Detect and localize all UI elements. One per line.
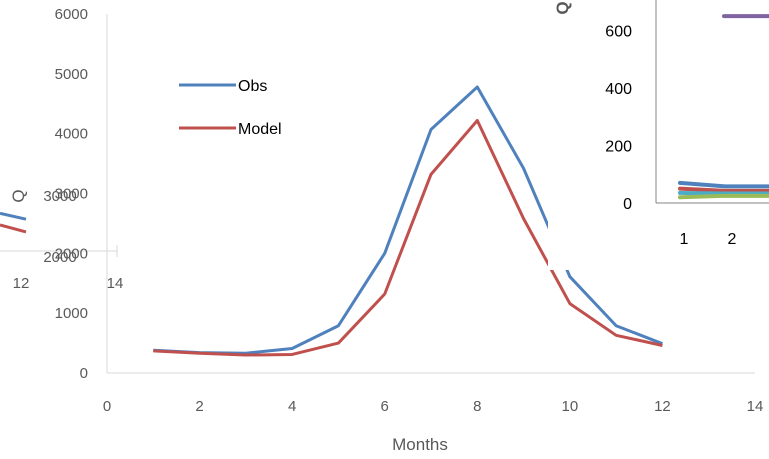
x-tick-label: 12 — [654, 398, 671, 415]
x-axis-title: Months — [392, 435, 448, 454]
background-obs-line — [0, 211, 27, 221]
background-y-tick: 3000 — [43, 188, 76, 205]
background-y-label: Q — [9, 189, 28, 202]
legend-obs-label: Obs — [238, 78, 267, 95]
y-tick-label: 4000 — [55, 126, 88, 143]
x-tick-label: 14 — [747, 398, 764, 415]
x-tick-label: 2 — [195, 398, 203, 415]
inset-y-label: Q — [553, 1, 572, 14]
inset-x-tick: 1 — [680, 231, 689, 248]
y-tick-label: 0 — [80, 365, 88, 382]
series-line-model — [153, 119, 663, 357]
x-tick-label: 6 — [381, 398, 389, 415]
inset-y-tick-label: 200 — [605, 139, 632, 156]
x-tick-label: 4 — [288, 398, 296, 415]
y-tick-label: 2000 — [55, 245, 88, 262]
x-tick-label: 0 — [103, 398, 111, 415]
y-tick-label: 1000 — [55, 305, 88, 322]
y-tick-label: 6000 — [55, 6, 88, 23]
series-line-obs — [153, 85, 663, 355]
background-model-line — [0, 223, 27, 234]
x-tick-label: 10 — [562, 398, 579, 415]
inset-y-tick-label: 400 — [605, 81, 632, 98]
background-chart-fragment: Q 12 14 3000 2000 — [0, 188, 123, 292]
inset-y-tick-label: 600 — [605, 24, 632, 41]
background-x-tick: 14 — [107, 275, 124, 292]
inset-x-tick: 2 — [728, 231, 737, 248]
y-tick-label: 3000 — [55, 186, 88, 203]
inset-background — [548, 0, 769, 270]
y-tick-label: 5000 — [55, 66, 88, 83]
inset-series-line-2 — [678, 180, 769, 189]
inset-series-line-5 — [678, 193, 769, 200]
legend: Obs Model — [179, 78, 282, 138]
inset-series-line-4 — [678, 190, 769, 196]
legend-model-label: Model — [238, 121, 282, 138]
inset-chart: Q 0 200 400 600 1 2 — [548, 0, 769, 270]
background-y-tick: 2000 — [43, 249, 76, 266]
background-x-tick: 12 — [13, 275, 30, 292]
x-tick-label: 8 — [473, 398, 481, 415]
inset-y-tick-label: 0 — [623, 196, 632, 213]
inset-series-line-3 — [678, 186, 769, 193]
